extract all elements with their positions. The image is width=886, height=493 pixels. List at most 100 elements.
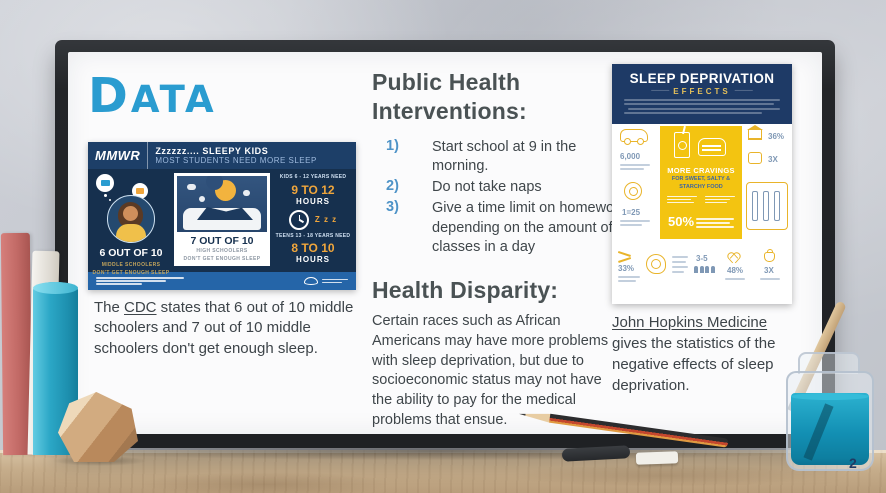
cdc-caption: The CDC states that 6 out of 10 middle s… — [94, 298, 366, 359]
fine-print-line — [760, 278, 780, 280]
fine-print-lines — [705, 194, 735, 205]
fine-print-line — [620, 164, 650, 166]
stat-48: 48% — [727, 266, 744, 275]
fine-print-line — [696, 226, 734, 228]
sleep-infographic-body: 6,000 1=25 MORE CRAVINGS FOR SWEET, SALT… — [612, 124, 792, 304]
list-item: 2) Do not take naps — [386, 178, 630, 197]
target-icon — [624, 182, 642, 200]
kids-hours-unit: HOURS — [296, 196, 330, 206]
sheep-icon — [199, 196, 205, 202]
fine-print-line — [696, 222, 730, 224]
fine-print-line — [624, 112, 762, 115]
stat-50: 50% — [668, 214, 695, 229]
fine-print-line — [624, 103, 774, 106]
mmwr-infographic: MMWR Zzzzzz.... SLEEPY KIDS MOST STUDENT… — [88, 142, 356, 290]
fine-print-line — [672, 256, 688, 258]
bubble-dot — [104, 194, 107, 197]
disparity-body: Certain races such as African Americans … — [372, 313, 609, 428]
interventions-list: 1) Start school at 9 in the morning. 2) … — [372, 138, 630, 257]
monitor-frame: DATA MMWR Zzzzzz.... SLEEPY KIDS MOST ST… — [55, 40, 835, 448]
blue-liquid — [791, 393, 869, 465]
caption-text: gives the statistics of the negative eff… — [612, 335, 776, 394]
bed-icon — [183, 207, 261, 230]
fine-print-line — [620, 220, 650, 222]
kettlebell-icon — [764, 249, 775, 262]
shuffle-icon — [618, 252, 631, 261]
fine-print-line — [628, 107, 780, 110]
slide-page-number: 2 — [849, 455, 857, 471]
fine-print-line — [620, 168, 644, 170]
cdc-logo-icon — [304, 277, 348, 285]
people-icon — [694, 266, 715, 273]
mmwr-high-school-panel: 7 OUT OF 10 HIGH SCHOOLERS DON'T GET ENO… — [174, 173, 270, 266]
fine-print-line — [672, 266, 688, 268]
fine-print-line — [696, 218, 734, 220]
moon-icon — [206, 176, 236, 201]
head-icon — [646, 254, 666, 274]
sleep-deprivation-infographic: SLEEP DEPRIVATION EFFECTS 6,000 1=25 — [612, 64, 792, 304]
jar-neck — [798, 352, 860, 374]
clock-icon — [288, 209, 309, 230]
list-text: Do not take naps — [432, 179, 542, 196]
teens-hours-unit: HOURS — [296, 255, 330, 264]
fine-print-lines — [96, 276, 186, 287]
desk-surface — [0, 450, 886, 493]
glass-jar — [786, 300, 874, 473]
stat-high-schoolers: 7 OUT OF 10 — [190, 235, 254, 247]
pills-icon — [746, 182, 788, 230]
mmwr-header: MMWR Zzzzzz.... SLEEPY KIDS MOST STUDENT… — [88, 142, 356, 169]
cravings-panel: MORE CRAVINGS FOR SWEET, SALTY & STARCHY… — [660, 126, 742, 239]
fine-print-line — [618, 280, 636, 282]
cdc-link[interactable]: CDC — [124, 299, 157, 316]
thought-bubble-icon — [96, 174, 114, 192]
burger-icon — [698, 138, 726, 156]
sleep-infographic-subtitle: EFFECTS — [612, 87, 792, 96]
fine-print-line — [725, 278, 745, 280]
eraser — [635, 451, 679, 465]
mmwr-footer — [88, 272, 356, 290]
avatar-woman — [107, 195, 155, 243]
stat-middle-schoolers: 6 OUT OF 10 — [99, 247, 163, 259]
sleep-infographic-header: SLEEP DEPRIVATION EFFECTS — [612, 64, 792, 124]
jh-caption: John Hopkins Medicine gives the statisti… — [612, 312, 788, 396]
fine-print-line — [620, 224, 642, 226]
bubble-dot — [109, 199, 111, 201]
mmwr-hours-panel: KIDS 6 - 12 YEARS NEED 9 TO 12 HOURS Z z… — [270, 169, 356, 272]
mmwr-subheadline: MOST STUDENTS NEED MORE SLEEP — [155, 156, 317, 165]
stat-36: 36% — [768, 132, 785, 141]
cravings-heading: MORE CRAVINGS — [667, 166, 735, 175]
page-title: DATA — [88, 68, 217, 124]
list-text: Give a time limit on homework depending … — [432, 200, 627, 255]
caption-text: The — [94, 299, 125, 316]
teens-need-label: TEENS 13 - 18 YEARS NEED — [275, 232, 351, 239]
list-text: Start school at 9 in the morning. — [432, 139, 577, 175]
mmwr-body: 6 OUT OF 10 MIDDLE SCHOOLERS DON'T GET E… — [88, 169, 356, 276]
sheep-icon — [243, 190, 250, 196]
bank-icon — [747, 125, 763, 140]
stat-3x-bottom: 3X — [764, 266, 774, 275]
list-number: 2) — [386, 178, 399, 195]
john-hopkins-link[interactable]: John Hopkins Medicine — [612, 314, 768, 331]
mmwr-headline: Zzzzzz.... SLEEPY KIDS — [155, 146, 269, 156]
mmwr-logo: MMWR — [95, 142, 149, 169]
zzz-label: Z z z — [314, 215, 338, 224]
kids-hours-value: 9 TO 12 — [291, 182, 335, 197]
stat-3-5: 3-5 — [696, 254, 708, 263]
stat-1-25: 1=25 — [622, 208, 641, 217]
sheep-icon — [187, 184, 196, 190]
fine-print-line — [672, 261, 686, 263]
caption-text: states that 6 out of 10 middle schoolers… — [94, 299, 354, 357]
mmwr-middle-school-panel: 6 OUT OF 10 MIDDLE SCHOOLERS DON'T GET E… — [88, 169, 174, 276]
fine-print-line — [624, 98, 780, 101]
stat-6000: 6,000 — [620, 152, 641, 161]
list-number: 1) — [386, 138, 399, 155]
stat-33: 33% — [618, 264, 635, 273]
pencil-tip — [518, 409, 551, 422]
list-number: 3) — [386, 199, 399, 216]
fine-print-lines — [667, 194, 697, 205]
middle-column: Public Health Interventions: 1) Start sc… — [372, 68, 630, 431]
kids-need-label: KIDS 6 - 12 YEARS NEED — [279, 174, 347, 180]
fine-print-line — [672, 271, 684, 273]
disparity-heading: Health Disparity: — [372, 276, 559, 303]
stat-high-schoolers-label: HIGH SCHOOLERS DON'T GET ENOUGH SLEEP — [183, 248, 261, 262]
